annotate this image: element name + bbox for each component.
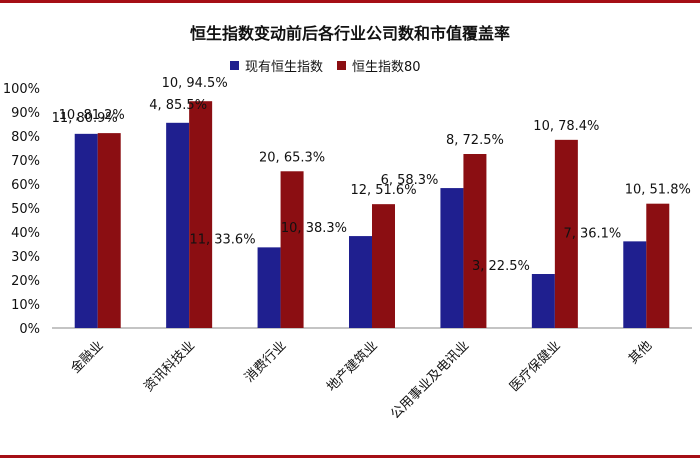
data-label-current: 11, 80.9% bbox=[52, 111, 118, 126]
y-tick-label: 10% bbox=[11, 298, 40, 313]
bar-hsi80 bbox=[463, 154, 487, 328]
bar-current bbox=[623, 241, 647, 328]
x-tick-label: 地产建筑业 bbox=[324, 338, 381, 395]
y-tick-label: 60% bbox=[11, 178, 40, 193]
bar-current bbox=[349, 236, 372, 328]
data-label-current: 7, 36.1% bbox=[563, 226, 621, 241]
data-label-hsi80: 10, 94.5% bbox=[162, 76, 228, 91]
x-tick-label: 资讯科技业 bbox=[141, 338, 198, 395]
chart-title: 恒生指数变动前后各行业公司数和市值覆盖率 bbox=[189, 24, 510, 43]
x-tick-label: 金融业 bbox=[68, 338, 107, 377]
data-label-current: 4, 85.5% bbox=[149, 98, 207, 113]
data-label-current: 10, 38.3% bbox=[281, 221, 347, 236]
legend-label-hsi80: 恒生指数80 bbox=[352, 60, 421, 75]
x-tick-label: 医疗保健业 bbox=[507, 338, 564, 395]
y-tick-label: 50% bbox=[11, 202, 40, 217]
x-tick-label: 其他 bbox=[626, 338, 655, 367]
legend-swatch-hsi80 bbox=[337, 61, 347, 70]
bar-hsi80 bbox=[372, 204, 395, 328]
bar-hsi80 bbox=[646, 203, 670, 328]
bar-hsi80 bbox=[189, 101, 213, 328]
y-tick-label: 0% bbox=[19, 322, 40, 337]
data-label-hsi80: 10, 78.4% bbox=[533, 119, 599, 134]
legend-item-current: 现有恒生指数 bbox=[230, 56, 323, 75]
data-label-current: 3, 22.5% bbox=[472, 259, 530, 274]
y-tick-label: 80% bbox=[11, 130, 40, 145]
bar-current bbox=[440, 188, 464, 328]
data-label-hsi80: 8, 72.5% bbox=[446, 133, 504, 148]
bar-current bbox=[166, 122, 190, 328]
legend-item-hsi80: 恒生指数80 bbox=[337, 56, 421, 75]
y-tick-label: 40% bbox=[11, 226, 40, 241]
bottom-rule bbox=[0, 455, 700, 458]
data-label-current: 6, 58.3% bbox=[381, 173, 439, 188]
bar-hsi80 bbox=[280, 171, 304, 328]
bar-hsi80 bbox=[554, 139, 578, 328]
bar-current bbox=[257, 247, 281, 328]
data-label-current: 11, 33.6% bbox=[189, 232, 255, 247]
legend-label-current: 现有恒生指数 bbox=[245, 60, 324, 75]
top-rule bbox=[0, 0, 700, 3]
data-label-hsi80: 12, 51.6% bbox=[350, 183, 416, 198]
legend: 现有恒生指数 恒生指数80 bbox=[230, 56, 421, 75]
bar-hsi80 bbox=[97, 133, 121, 328]
y-tick-label: 20% bbox=[11, 274, 40, 289]
y-tick-label: 30% bbox=[11, 250, 40, 265]
y-tick-label: 70% bbox=[11, 154, 40, 169]
data-label-hsi80: 20, 65.3% bbox=[259, 150, 325, 165]
y-tick-label: 100% bbox=[3, 82, 40, 97]
data-label-hsi80: 10, 81.2% bbox=[59, 108, 125, 123]
bar-current bbox=[74, 133, 98, 328]
legend-swatch-current bbox=[230, 61, 239, 70]
x-tick-label: 消费行业 bbox=[242, 338, 289, 385]
data-label-hsi80: 10, 51.8% bbox=[625, 183, 691, 198]
x-tick-label: 公用事业及电讯业 bbox=[388, 338, 472, 422]
y-tick-label: 90% bbox=[11, 106, 40, 121]
bar-current bbox=[531, 274, 555, 328]
